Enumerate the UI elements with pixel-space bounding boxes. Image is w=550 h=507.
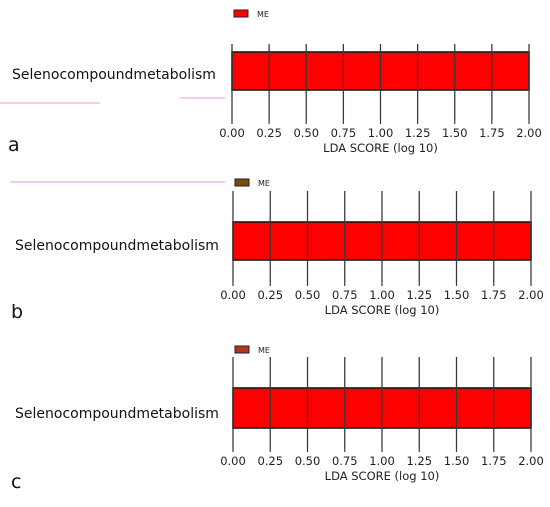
x-tick-label: 1.25 [406, 454, 432, 468]
panel-label: a [8, 134, 20, 156]
x-tick-label: 1.50 [444, 288, 470, 302]
legend-swatch [234, 178, 250, 187]
category-label: Selenocompoundmetabolism [15, 406, 219, 422]
category-label: Selenocompoundmetabolism [15, 238, 219, 254]
legend-swatch [234, 345, 250, 354]
x-tick-label: 2.00 [516, 126, 542, 140]
category-label: Selenocompoundmetabolism [12, 67, 216, 83]
x-tick-label: 0.50 [295, 454, 321, 468]
x-axis-label: LDA SCORE (log 10) [325, 303, 440, 317]
x-tick-label: 0.00 [220, 288, 246, 302]
x-tick-label: 0.25 [257, 288, 283, 302]
x-tick-label: 1.75 [481, 454, 507, 468]
x-tick-label: 1.50 [442, 126, 468, 140]
x-tick-label: 0.00 [220, 454, 246, 468]
legend-swatch [233, 9, 249, 18]
x-tick-label: 1.50 [444, 454, 470, 468]
panel-label: b [11, 301, 23, 323]
x-axis-label: LDA SCORE (log 10) [323, 141, 438, 155]
x-tick-label: 2.00 [518, 288, 544, 302]
x-axis-label: LDA SCORE (log 10) [325, 469, 440, 483]
legend-label: ME [257, 10, 269, 19]
scan-artifact [10, 181, 225, 183]
scan-artifact [180, 97, 225, 99]
x-tick-label: 1.00 [368, 126, 394, 140]
legend-label: ME [258, 179, 270, 188]
x-tick-label: 0.00 [219, 126, 245, 140]
x-tick-label: 0.75 [332, 454, 358, 468]
x-tick-label: 1.75 [481, 288, 507, 302]
x-tick-label: 0.75 [332, 288, 358, 302]
x-tick-label: 1.25 [405, 126, 431, 140]
x-tick-label: 0.50 [293, 126, 319, 140]
legend-label: ME [258, 346, 270, 355]
x-tick-label: 0.75 [331, 126, 357, 140]
scan-artifact [0, 102, 100, 104]
panel-label: c [11, 471, 21, 493]
x-tick-label: 1.25 [406, 288, 432, 302]
x-tick-label: 1.00 [369, 454, 395, 468]
x-tick-label: 2.00 [518, 454, 544, 468]
x-tick-label: 0.50 [295, 288, 321, 302]
x-tick-label: 0.25 [256, 126, 282, 140]
x-tick-label: 0.25 [257, 454, 283, 468]
x-tick-label: 1.00 [369, 288, 395, 302]
x-tick-label: 1.75 [479, 126, 505, 140]
